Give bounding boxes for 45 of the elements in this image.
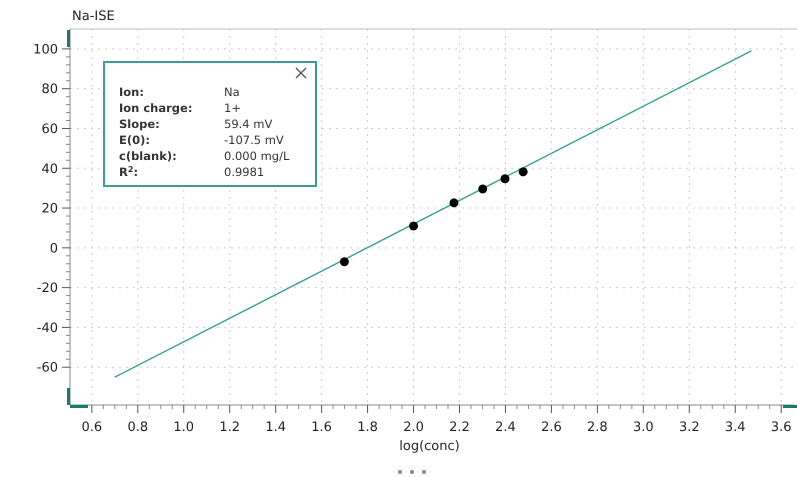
- y-tick-label: 0: [50, 241, 58, 256]
- y-tick-label: 20: [41, 202, 58, 217]
- y-tick-label: -60: [36, 360, 58, 376]
- annotation: Ion charge:: [119, 101, 192, 115]
- x-tick-label: 2.0: [403, 420, 424, 435]
- annotation: 1+: [224, 101, 241, 115]
- y-tick-label: 80: [41, 82, 58, 98]
- x-tick-label: 1.8: [357, 420, 378, 435]
- point: [409, 221, 418, 230]
- y-tick-label: 60: [41, 122, 58, 137]
- x-tick-label: 1.6: [311, 420, 332, 435]
- x-tick-label: 0.6: [81, 420, 102, 435]
- x-tick-label: 2.2: [449, 420, 470, 435]
- y-tick-label: 40: [41, 162, 58, 177]
- point: [500, 174, 510, 184]
- x-tick-label: 3.0: [632, 420, 654, 435]
- x-tick-label: 3.2: [678, 420, 700, 435]
- annotation: E(0):: [119, 133, 150, 147]
- point: [340, 257, 349, 266]
- annotation: -107.5 mV: [224, 133, 284, 147]
- y-tick-label: -40: [36, 320, 58, 336]
- x-tick-label: 2.8: [587, 420, 608, 435]
- chart-title: Na-ISE: [72, 9, 115, 24]
- point: [478, 184, 488, 194]
- x-tick-label: 1.2: [219, 420, 240, 435]
- annotation: 0.000 mg/L: [224, 149, 290, 163]
- x-tick-label: 2.6: [541, 420, 562, 435]
- annotation: R$^{2}$:: [119, 164, 138, 179]
- x-tick-label: 0.8: [127, 420, 148, 435]
- annotation: 59.4 mV: [224, 117, 272, 131]
- annotation: 0.9981: [224, 165, 264, 179]
- x-tick-label: 1.0: [173, 420, 194, 435]
- x-axis-title: log(conc): [399, 439, 460, 454]
- x-tick-label: 1.4: [265, 420, 286, 435]
- y-tick-label: 100: [33, 42, 58, 58]
- annotation: Ion:: [119, 85, 144, 99]
- x-tick-label: 2.4: [495, 420, 516, 435]
- annotation: Slope:: [119, 117, 160, 131]
- point: [449, 198, 458, 208]
- annotation: c(blank):: [119, 149, 177, 163]
- y-tick-label: -20: [36, 281, 58, 296]
- point: [518, 167, 528, 176]
- annotation: Na: [224, 85, 240, 99]
- x-tick-label: 3.6: [770, 420, 792, 435]
- x-tick-label: 3.4: [724, 420, 746, 435]
